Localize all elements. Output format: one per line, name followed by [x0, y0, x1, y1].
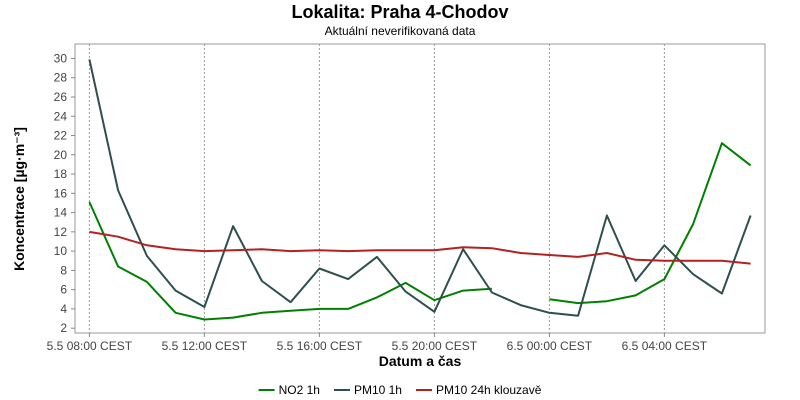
- y-tick-label: 30: [54, 51, 68, 65]
- x-tick-label: 5.5 20:00 CEST: [392, 339, 478, 353]
- legend-label: PM10 24h klouzavě: [436, 383, 542, 397]
- y-tick-label: 10: [54, 244, 68, 258]
- y-tick-label: 8: [60, 263, 67, 277]
- x-tick-label: 5.5 16:00 CEST: [277, 339, 363, 353]
- legend: NO2 1h PM10 1h PM10 24h klouzavě: [258, 383, 542, 397]
- legend-label: NO2 1h: [279, 383, 320, 397]
- y-axis-label: Koncentrace [µg·m⁻³]: [11, 127, 27, 271]
- series-line-2: [89, 230, 751, 265]
- legend-item: NO2 1h: [258, 383, 320, 397]
- legend-item: PM10 24h klouzavě: [415, 383, 542, 397]
- grid: [88, 44, 665, 333]
- legend-label: PM10 1h: [354, 383, 402, 397]
- x-tick-label: 5.5 12:00 CEST: [162, 339, 248, 353]
- x-axis: 5.5 08:00 CEST 5.5 12:00 CEST 5.5 16:00 CE…: [47, 333, 708, 353]
- y-tick-label: 4: [60, 302, 67, 316]
- y-tick-label: 20: [54, 148, 68, 162]
- y-tick-label: 26: [54, 90, 68, 104]
- y-tick-label: 6: [60, 283, 67, 297]
- series-line-0: [88, 201, 492, 321]
- series-line-1: [88, 59, 752, 317]
- y-tick-label: 24: [54, 109, 68, 123]
- y-tick-label: 22: [54, 129, 68, 143]
- y-tick-label: 14: [54, 206, 68, 220]
- x-tick-label: 6.5 00:00 CEST: [507, 339, 593, 353]
- x-tick-label: 5.5 08:00 CEST: [47, 339, 133, 353]
- legend-item: PM10 1h: [333, 383, 402, 397]
- chart-title: Lokalita: Praha 4-Chodov: [291, 2, 508, 22]
- y-tick-label: 12: [54, 225, 68, 239]
- x-axis-label: Datum a čas: [379, 353, 462, 369]
- series-line-0: [549, 142, 752, 305]
- y-tick-label: 18: [54, 167, 68, 181]
- y-tick-label: 16: [54, 186, 68, 200]
- plot-area: [74, 43, 766, 334]
- chart-subtitle: Aktuální neverifikovaná data: [325, 24, 476, 38]
- y-tick-label: 2: [60, 321, 67, 335]
- y-tick-label: 28: [54, 71, 68, 85]
- x-tick-label: 6.5 04:00 CEST: [622, 339, 708, 353]
- series-layer: [88, 59, 752, 321]
